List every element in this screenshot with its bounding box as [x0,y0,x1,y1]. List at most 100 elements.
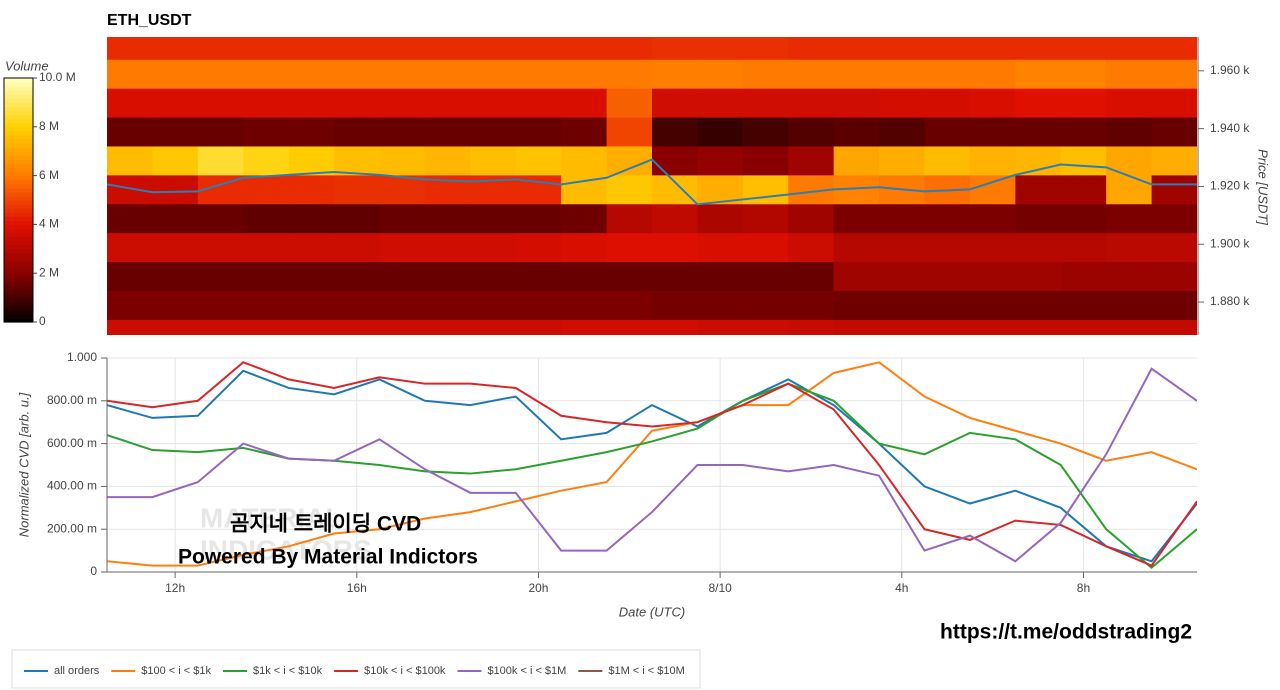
colorbar-step [4,167,33,173]
heat-cell [833,88,880,118]
colorbar: 0 2 M 4 M 6 M 8 M 10.0 M [3,70,76,328]
x-tick-label: 12h [165,581,185,595]
heat-cell [697,88,744,118]
heat-cell [879,145,925,176]
heat-cell [697,117,744,147]
heat-cell [1151,232,1197,263]
heat-cell [1060,261,1107,291]
colorbar-tick-label: 6 M [39,168,59,182]
heat-cell [833,319,880,335]
heat-cell [1060,88,1107,118]
heat-cell [197,117,244,147]
heat-cell [1106,203,1153,234]
heat-cell [879,232,925,263]
heat-cell [288,203,335,234]
heat-cell [742,232,789,263]
heat-cell [424,203,471,234]
heat-cell [424,232,471,263]
heat-cell [197,145,244,176]
heat-cell [969,88,1016,118]
heat-cell [833,117,880,147]
heat-cell [697,37,744,60]
heat-cell [1015,319,1062,335]
colorbar-step [4,155,33,160]
x-axis-label: Date (UTC) [619,604,685,619]
heat-cell [1015,145,1062,176]
heat-cell [1015,37,1062,60]
colorbar-step [4,122,33,128]
colorbar-step [4,110,33,116]
heat-cell [379,261,426,291]
heat-cell [697,290,744,320]
line-layer [107,361,1197,570]
heat-cell [515,59,562,89]
colorbar-tick-label: 10.0 M [39,70,76,84]
cvd-line [107,369,1197,563]
colorbar-step [4,289,33,295]
heat-cell [243,117,290,147]
heat-cell [742,261,789,291]
heat-cell [697,261,744,291]
heat-cell [334,319,380,335]
heat-cell [107,319,153,335]
heat-cell [1015,59,1062,89]
heat-cell [1151,88,1197,118]
heat-cell [470,232,517,263]
heat-cell [334,261,380,291]
heat-cell [969,117,1016,147]
heat-cell [152,88,199,118]
heat-cell [515,319,562,335]
heat-cell [1106,261,1153,291]
colorbar-step [4,102,33,108]
x-tick-label: 4h [895,581,908,595]
colorbar-step [4,187,33,193]
legend-label: $1k < i < $10k [253,665,323,677]
heat-cell [243,59,290,89]
cvd-line [107,361,1197,567]
y-tick-label: 1.960 k [1210,63,1250,77]
colorbar-step [4,240,33,246]
y-axis-label: Price [USDT] [1256,149,1271,225]
heat-cell [152,232,199,263]
heat-cell [561,37,608,60]
heat-cell [1060,232,1107,263]
heat-cell [606,59,653,89]
heat-cell [833,290,880,320]
price-line [107,158,1197,206]
heat-cell [1106,59,1153,89]
colorbar-step [4,118,33,124]
heat-cell [424,37,471,60]
heat-cell [606,145,653,176]
link[interactable]: https://t.me/oddstrading2 [940,621,1192,644]
colorbar-step [4,163,33,169]
heat-cell [288,174,335,205]
heat-cell [969,37,1016,60]
axes: 1.880 k 1.900 k 1.920 k 1.940 k 1.960 k 0 200.… [47,37,1250,595]
heat-cell [197,203,244,234]
heat-cell [424,117,471,147]
heat-cell [788,232,835,263]
heat-cell [1106,117,1153,147]
heat-cell [197,290,244,320]
heat-cell [561,88,608,118]
heat-cell [1060,145,1107,176]
heat-cell [334,174,380,205]
heat-cell [334,290,380,320]
heat-cell [379,203,426,234]
colorbar-step [4,171,33,177]
legend-label: all orders [54,665,100,677]
heat-cell [1151,174,1197,205]
caption: 곰지네 트레이딩 CVD [230,513,421,536]
heat-cell [1060,203,1107,234]
heat-cell [152,261,199,291]
heat-cell [152,145,199,176]
heat-cell [1106,319,1153,335]
heat-cell [1015,290,1062,320]
heat-cell [470,59,517,89]
colorbar-tick-label: 8 M [39,119,59,133]
heat-cell [652,145,698,176]
heat-cell [652,290,698,320]
colorbar-step [4,317,33,323]
heat-cell [424,59,471,89]
